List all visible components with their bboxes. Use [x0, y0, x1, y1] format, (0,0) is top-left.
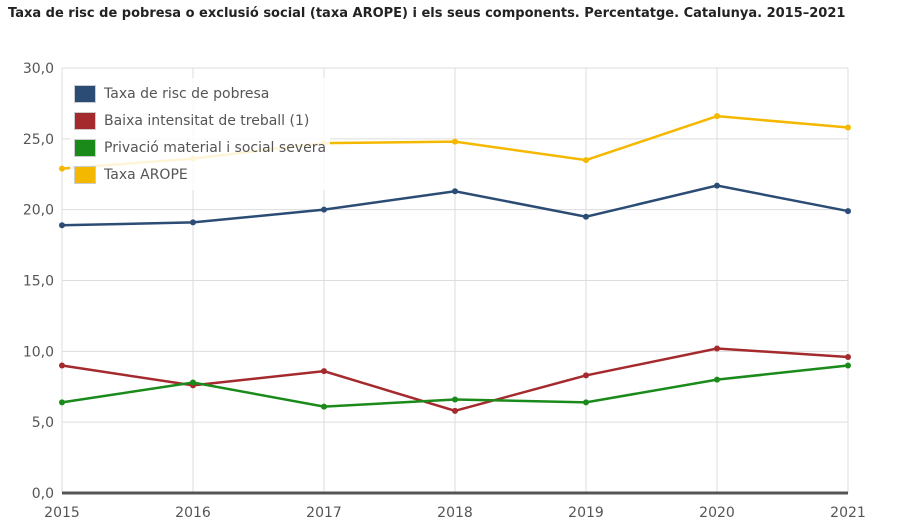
y-tick-label: 5,0	[32, 415, 54, 431]
data-point	[714, 345, 720, 352]
x-tick-label: 2020	[699, 505, 735, 521]
x-tick-label: 2016	[175, 505, 211, 521]
data-point	[583, 157, 589, 164]
chart-title: Taxa de risc de pobresa o exclusió socia…	[8, 6, 846, 21]
x-tick-label: 2019	[568, 505, 604, 521]
y-tick-label: 0,0	[32, 486, 54, 502]
data-point	[321, 368, 327, 375]
data-point	[59, 222, 65, 229]
legend-swatch	[74, 84, 96, 103]
legend-swatch	[74, 138, 96, 157]
x-tick-label: 2017	[306, 505, 342, 521]
data-point	[845, 208, 851, 215]
legend-item[interactable]: Taxa AROPE	[74, 161, 326, 188]
legend-label: Taxa AROPE	[104, 166, 188, 183]
legend-item[interactable]: Privació material i social severa	[74, 134, 326, 161]
x-tick-label: 2018	[437, 505, 473, 521]
data-point	[845, 354, 851, 360]
data-point	[190, 379, 196, 386]
data-point	[845, 124, 851, 131]
data-point	[714, 182, 720, 189]
y-tick-label: 25,0	[23, 132, 54, 148]
data-point	[321, 206, 327, 213]
data-point	[190, 219, 196, 226]
x-tick-label: 2015	[44, 505, 80, 521]
data-point	[845, 362, 851, 369]
legend-label: Taxa de risc de pobresa	[104, 85, 270, 102]
legend-swatch	[74, 111, 96, 130]
legend-item[interactable]: Taxa de risc de pobresa	[74, 80, 326, 107]
legend-label: Baixa intensitat de treball (1)	[104, 112, 310, 129]
data-point	[452, 396, 458, 403]
data-point	[583, 399, 589, 406]
legend-label: Privació material i social severa	[104, 139, 327, 156]
data-point	[59, 362, 65, 369]
data-point	[452, 188, 458, 195]
data-point	[583, 372, 589, 379]
data-point	[59, 399, 65, 406]
legend: Taxa de risc de pobresa Baixa intensitat …	[70, 78, 331, 190]
data-point	[583, 213, 589, 220]
data-point	[714, 113, 720, 120]
data-point	[321, 403, 327, 410]
data-point	[59, 165, 65, 172]
data-point	[452, 138, 458, 145]
y-tick-label: 30,0	[23, 61, 54, 77]
data-point	[714, 376, 720, 383]
y-tick-label: 10,0	[23, 344, 54, 360]
y-tick-label: 20,0	[23, 203, 54, 219]
data-point	[452, 407, 458, 414]
legend-item[interactable]: Baixa intensitat de treball (1)	[74, 107, 326, 134]
y-tick-label: 15,0	[23, 274, 54, 290]
x-tick-label: 2021	[830, 505, 866, 521]
legend-swatch	[74, 165, 96, 184]
